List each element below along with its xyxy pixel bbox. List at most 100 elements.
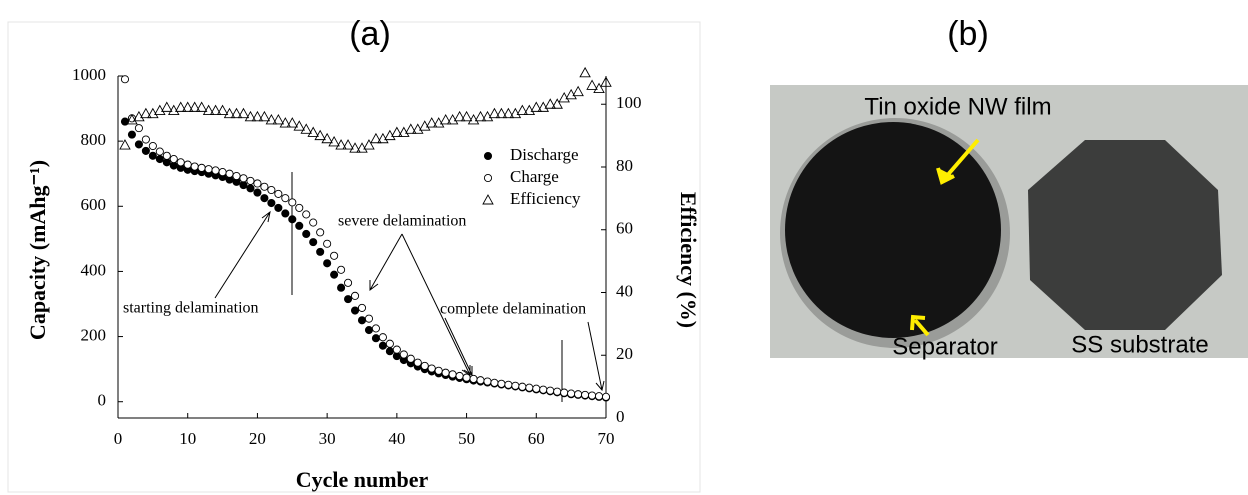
open-circle-marker: [601, 392, 611, 401]
triangle-marker: [370, 132, 382, 144]
open-circle-marker: [155, 147, 164, 156]
open-circle-marker: [532, 384, 541, 393]
triangle-marker: [349, 142, 361, 153]
open-circle-marker: [309, 218, 318, 227]
y-tick-label: 400: [81, 260, 107, 279]
arrow: [587, 321, 605, 392]
triangle-marker: [223, 107, 236, 119]
filled-circle-marker: [337, 283, 346, 292]
filled-circle-marker: [288, 215, 297, 224]
filled-circle-marker: [274, 203, 283, 212]
open-circle-marker: [371, 324, 380, 333]
triangle-marker: [272, 113, 285, 125]
filled-circle-marker: [246, 184, 255, 193]
filled-circle-marker: [350, 306, 360, 315]
triangle-marker: [446, 113, 459, 125]
triangle-marker: [286, 117, 299, 128]
open-circle-marker: [441, 368, 450, 377]
triangle-marker: [537, 101, 550, 112]
triangle-marker: [147, 107, 159, 119]
photo-label: SS substrate: [1071, 331, 1208, 358]
legend-label: Discharge: [510, 145, 579, 164]
open-circle-marker: [427, 364, 436, 373]
open-circle-marker: [190, 162, 199, 171]
triangle-marker: [600, 76, 612, 87]
y2-tick-label: 80: [616, 156, 633, 175]
triangle-marker: [342, 139, 354, 150]
triangle-marker: [195, 101, 208, 112]
open-circle-marker: [594, 392, 604, 401]
x-tick-label: 40: [388, 429, 405, 448]
annotation: starting delamination: [123, 300, 259, 317]
filled-circle-marker: [239, 181, 248, 190]
filled-circle-marker: [302, 229, 311, 239]
open-circle-marker: [364, 314, 374, 323]
open-circle-marker: [267, 185, 276, 195]
filled-circle-marker: [323, 259, 332, 268]
triangle-marker: [586, 79, 598, 90]
open-circle-marker: [588, 391, 597, 400]
open-circle-marker: [504, 380, 513, 389]
triangle-marker: [474, 110, 487, 122]
triangle-marker: [432, 117, 445, 128]
triangle-marker: [467, 113, 480, 125]
triangle-marker: [405, 123, 417, 134]
triangle-marker: [593, 82, 605, 94]
open-circle-marker: [239, 174, 248, 183]
open-circle-marker: [483, 377, 492, 386]
open-circle-marker: [288, 198, 297, 207]
y2-tick-label: 40: [616, 281, 633, 300]
tin-oxide-film: [785, 122, 1001, 338]
triangle-marker: [488, 107, 501, 119]
filled-circle-marker: [127, 130, 136, 139]
open-circle-marker: [211, 166, 220, 175]
panel-title: (b): [947, 15, 989, 53]
triangle-marker: [119, 139, 131, 150]
triangle-marker: [216, 104, 229, 115]
triangle-marker: [544, 98, 556, 109]
y2-tick-label: 100: [616, 93, 642, 112]
open-circle-marker: [323, 239, 332, 248]
open-circle-marker: [169, 155, 178, 164]
open-circle-marker: [581, 390, 590, 399]
open-circle-marker: [518, 382, 527, 391]
open-circle-marker: [546, 386, 555, 395]
open-circle-marker: [253, 179, 262, 188]
triangle-marker: [391, 126, 403, 137]
open-circle-marker: [120, 75, 130, 84]
triangle-marker: [168, 104, 180, 115]
open-circle-marker: [260, 182, 269, 191]
triangle-marker: [551, 98, 563, 109]
filled-circle-marker: [330, 270, 339, 279]
filled-circle-marker: [378, 341, 387, 350]
open-circle-marker: [511, 381, 520, 390]
open-circle-marker: [316, 228, 325, 237]
open-circle-marker: [406, 354, 415, 363]
triangle-marker: [516, 104, 529, 115]
triangle-marker: [398, 126, 410, 137]
triangle-marker: [502, 107, 515, 119]
yellow-arrow: [910, 314, 930, 337]
triangle-marker: [265, 113, 278, 125]
open-circle-marker: [337, 265, 346, 274]
triangle-marker: [572, 85, 584, 97]
open-circle-marker: [274, 189, 283, 198]
filled-circle-marker: [295, 221, 304, 230]
filled-circle-marker: [364, 326, 374, 335]
annotation: complete delamination: [440, 301, 586, 318]
triangle-marker: [384, 129, 396, 141]
triangle-marker: [412, 123, 424, 134]
triangle-marker: [495, 107, 508, 119]
triangle-marker: [314, 129, 326, 141]
y2-tick-label: 0: [616, 407, 625, 426]
triangle-marker: [565, 88, 577, 100]
open-circle-marker: [330, 251, 339, 260]
triangle-marker: [482, 194, 494, 205]
annotation: severe delamination: [338, 213, 466, 230]
triangle-marker: [321, 132, 333, 144]
y-axis-label: Capacity (mAhg⁻¹): [25, 160, 50, 340]
ss-substrate: [1028, 140, 1222, 330]
open-circle-marker: [462, 373, 471, 382]
open-circle-marker: [399, 350, 408, 359]
filled-circle-marker: [267, 198, 276, 208]
